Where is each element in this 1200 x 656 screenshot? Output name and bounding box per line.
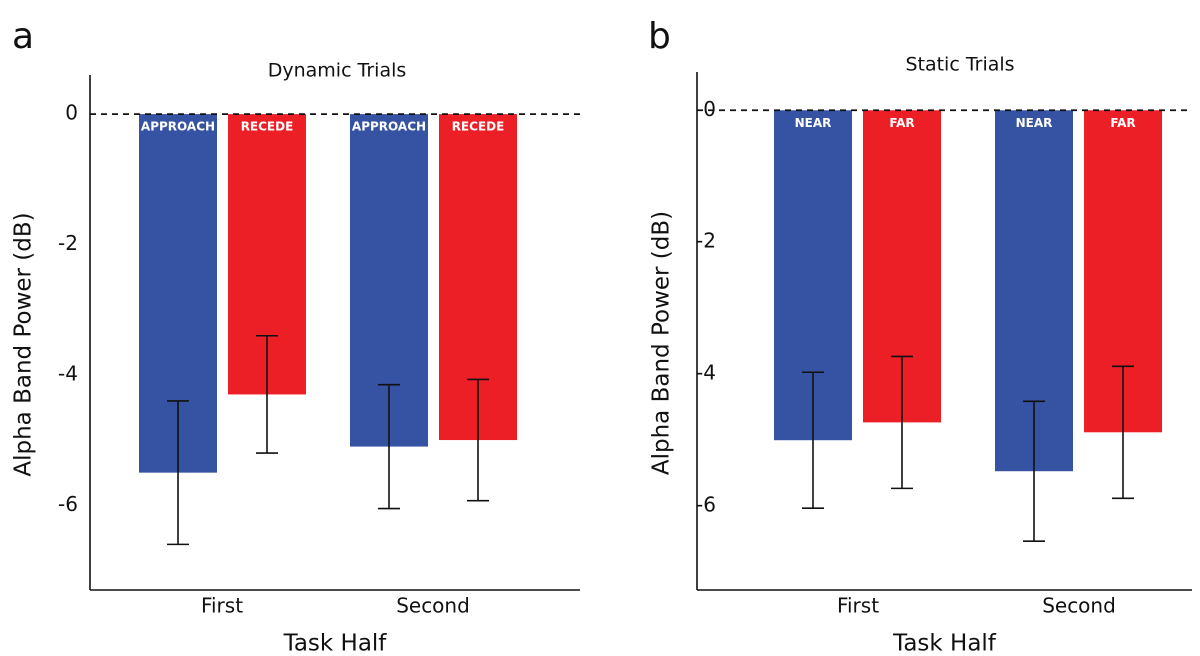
error-bar [378, 383, 400, 510]
bar-label: RECEDE [452, 120, 505, 134]
x-axis-label: Task Half [892, 631, 997, 656]
x-tick-label: First [201, 594, 243, 618]
y-axis-label: Alpha Band Power (dB) [649, 211, 675, 475]
y-tick-label: 0 [703, 97, 716, 121]
error-bar [256, 334, 278, 454]
error-bar [1112, 365, 1134, 500]
x-tick-label: First [837, 594, 879, 618]
y-tick-label: -6 [58, 492, 78, 516]
error-bar [467, 378, 489, 502]
bar-label: RECEDE [241, 120, 294, 134]
bar-label: FAR [1110, 116, 1135, 130]
y-axis-label: Alpha Band Power (dB) [11, 212, 37, 476]
error-bar [802, 371, 824, 509]
error-bar [891, 355, 913, 490]
bar-label: NEAR [1016, 116, 1053, 130]
bar-label: APPROACH [141, 120, 215, 134]
y-tick-label: -6 [696, 493, 716, 517]
error-bar [167, 400, 189, 546]
chart-title: Static Trials [905, 54, 1014, 76]
y-tick-label: -2 [696, 229, 716, 253]
bar-label: FAR [889, 116, 914, 130]
y-tick-label: -2 [58, 231, 78, 255]
x-axis-label: Task Half [283, 631, 388, 656]
bar-label: APPROACH [352, 120, 426, 134]
error-bar [1023, 400, 1045, 542]
y-tick-label: -4 [58, 361, 78, 385]
panel-label: a [12, 16, 34, 57]
panel-label: b [648, 16, 671, 57]
bar-label: NEAR [795, 116, 832, 130]
chart-title: Dynamic Trials [268, 60, 407, 82]
y-tick-label: -4 [696, 361, 716, 385]
x-tick-label: Second [1042, 594, 1116, 618]
x-tick-label: Second [396, 594, 470, 618]
y-tick-label: 0 [65, 101, 78, 125]
